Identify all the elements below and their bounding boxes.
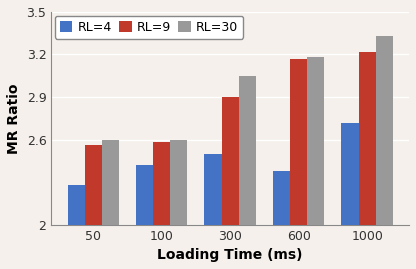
Bar [170,140,187,269]
Bar [222,97,239,269]
Legend: RL=4, RL=9, RL=30: RL=4, RL=9, RL=30 [55,16,243,39]
Bar [290,59,307,269]
Bar [136,165,153,269]
Bar [67,185,84,269]
Bar [205,154,222,269]
Bar [153,142,170,269]
Y-axis label: MR Ratio: MR Ratio [7,83,21,154]
Bar [84,145,102,269]
Bar [359,52,376,269]
Bar [376,36,393,269]
Bar [273,171,290,269]
Bar [102,140,119,269]
Bar [342,123,359,269]
Bar [307,57,324,269]
X-axis label: Loading Time (ms): Loading Time (ms) [157,248,303,262]
Bar [239,76,256,269]
